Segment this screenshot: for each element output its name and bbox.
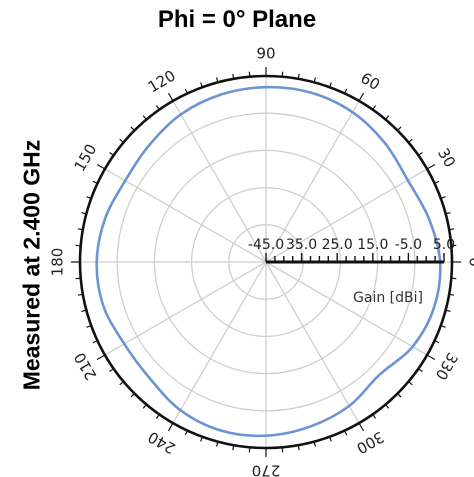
angle-label-0: 0 xyxy=(466,257,474,267)
grid-spoke-30 xyxy=(265,168,428,263)
ring-tick-70 xyxy=(329,82,332,88)
ring-tick-165 xyxy=(81,211,87,215)
ring-tick-310 xyxy=(385,404,390,409)
ring-tick-105 xyxy=(215,77,219,83)
ring-tick-300 xyxy=(358,422,365,432)
ring-tick-255 xyxy=(215,441,219,447)
angle-label-330: 330 xyxy=(432,349,462,383)
radial-tick-label: 5.0 xyxy=(433,237,455,253)
ring-tick-20 xyxy=(440,196,446,199)
angle-tick-labels: 0 30 60 90 120 150 180 210 240 270 300 330 xyxy=(49,45,474,477)
ring-tick-10 xyxy=(449,228,455,231)
ring-tick-50 xyxy=(385,115,390,120)
ring-tick-220 xyxy=(119,381,124,386)
ring-tick-130 xyxy=(142,115,147,120)
grid-spoke-120 xyxy=(172,100,267,263)
ring-tick-140 xyxy=(119,138,124,143)
ring-tick-260 xyxy=(232,445,235,451)
ring-tick-135 xyxy=(130,126,135,131)
ring-tick-340 xyxy=(440,325,446,328)
ring-tick-290 xyxy=(329,436,332,442)
ring-tick-295 xyxy=(344,430,348,436)
ring-tick-210 xyxy=(96,354,106,361)
ring-tick-225 xyxy=(130,393,135,398)
ring-tick-335 xyxy=(434,340,440,344)
ring-tick-230 xyxy=(142,404,147,409)
ring-tick-25 xyxy=(434,180,440,184)
ring-tick-65 xyxy=(344,88,348,94)
angle-label-90: 90 xyxy=(256,45,275,63)
grid-spoke-210 xyxy=(104,261,267,356)
ring-tick-195 xyxy=(81,309,87,313)
ring-tick-330 xyxy=(426,354,436,361)
ring-tick-100 xyxy=(232,73,235,79)
angle-label-60: 60 xyxy=(357,69,383,94)
ring-tick-205 xyxy=(92,340,98,344)
angle-label-120: 120 xyxy=(145,66,179,96)
ring-tick-45 xyxy=(397,126,402,131)
angle-label-240: 240 xyxy=(145,428,179,458)
ring-tick-110 xyxy=(200,82,203,88)
ring-tick-40 xyxy=(408,138,413,143)
ring-tick-250 xyxy=(200,436,203,442)
angle-label-210: 210 xyxy=(70,349,100,383)
grid-spoke-330 xyxy=(265,261,428,356)
ring-tick-315 xyxy=(397,393,402,398)
angle-label-150: 150 xyxy=(70,141,100,175)
gain-trace-line xyxy=(95,85,442,438)
ring-tick-350 xyxy=(449,293,455,296)
ring-tick-160 xyxy=(86,196,92,199)
radial-tick-label: 25.0 xyxy=(322,237,353,253)
angle-label-30: 30 xyxy=(434,145,459,171)
ring-tick-305 xyxy=(372,414,377,419)
ring-tick-285 xyxy=(313,441,317,447)
ring-tick-320 xyxy=(408,381,413,386)
ring-tick-155 xyxy=(92,180,98,184)
ring-tick-235 xyxy=(155,414,160,419)
ring-tick-150 xyxy=(96,163,106,170)
angle-label-270: 270 xyxy=(252,462,281,477)
ring-tick-115 xyxy=(184,88,188,94)
ring-tick-60 xyxy=(358,92,365,102)
ring-tick-200 xyxy=(86,325,92,328)
ring-tick-55 xyxy=(372,105,377,110)
ring-tick-215 xyxy=(109,368,114,373)
ring-tick-280 xyxy=(297,445,300,451)
ring-tick-35 xyxy=(418,151,423,156)
ring-tick-120 xyxy=(167,92,174,102)
ring-tick-30 xyxy=(426,163,436,170)
gain-trace xyxy=(95,85,442,438)
grid-spoke-60 xyxy=(265,100,360,263)
angle-label-300: 300 xyxy=(353,428,387,458)
ring-tick-325 xyxy=(418,368,423,373)
ring-tick-75 xyxy=(313,77,317,83)
ring-tick-190 xyxy=(77,293,83,296)
gain-axis: -45.0 35.0 25.0 15.0 -5.0 5.0 Gain [dBi] xyxy=(248,237,455,306)
ring-tick-80 xyxy=(297,73,300,79)
ring-tick-245 xyxy=(184,430,188,436)
ring-tick-170 xyxy=(77,228,83,231)
chart-title: Phi = 0° Plane xyxy=(157,6,317,33)
ring-tick-125 xyxy=(155,105,160,110)
ring-tick-345 xyxy=(445,309,451,313)
gain-axis-title: Gain [dBi] xyxy=(353,290,423,306)
radial-tick-label: 15.0 xyxy=(357,237,388,253)
radial-tick-label: -45.0 xyxy=(248,237,284,253)
grid-spoke-240 xyxy=(172,261,267,424)
radial-tick-label: -5.0 xyxy=(395,237,422,253)
radial-tick-label: 35.0 xyxy=(286,237,317,253)
grid-spoke-300 xyxy=(265,261,360,424)
angle-label-180: 180 xyxy=(49,248,67,277)
ring-tick-145 xyxy=(109,151,114,156)
outer-ring xyxy=(71,67,461,457)
ring-tick-15 xyxy=(445,211,451,215)
polar-grid xyxy=(80,76,452,448)
ring-tick-240 xyxy=(167,422,174,432)
grid-spoke-150 xyxy=(104,168,267,263)
